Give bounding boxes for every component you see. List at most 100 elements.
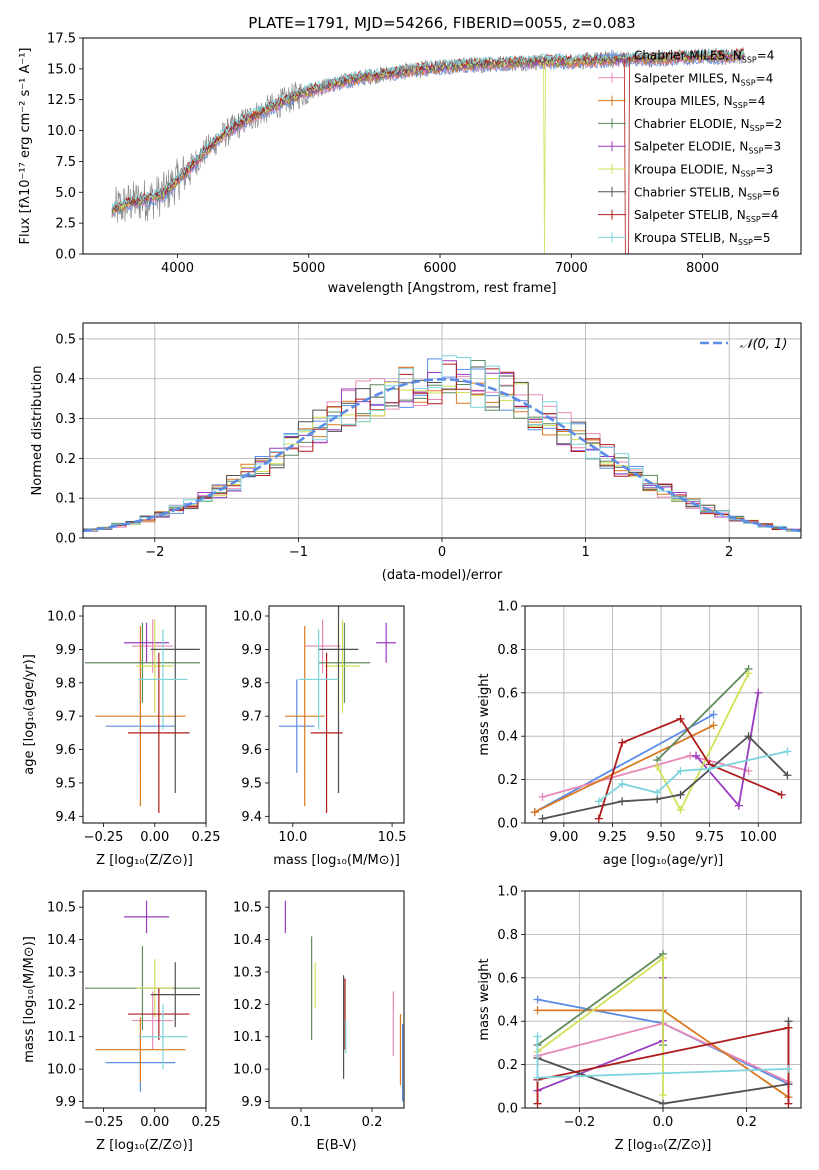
y-tick-label: 9.7 <box>55 710 76 725</box>
legend-label: Salpeter STELIB, NSSP=4 <box>634 208 778 224</box>
y-tick-label: 17.5 <box>47 32 76 47</box>
x-tick-label: −0.25 <box>84 830 124 845</box>
axes-frame <box>82 37 802 255</box>
legend-label: Chabrier MILES, NSSP=4 <box>634 49 774 65</box>
y-tick-label: 0.0 <box>55 248 76 263</box>
y-tick-label: 0.8 <box>497 643 518 658</box>
y-tick-label: 0.4 <box>497 1015 518 1030</box>
legend-label: Kroupa STELIB, NSSP=5 <box>634 231 771 247</box>
legend-label: Kroupa ELODIE, NSSP=3 <box>634 163 773 179</box>
plus-marker <box>533 1032 542 1041</box>
y-tick-label: 1.0 <box>497 600 518 615</box>
kroupa-miles-point <box>284 626 325 807</box>
axes-frame <box>524 605 802 824</box>
legend-label-text: Kroupa MILES, N <box>634 94 733 108</box>
y-tick-label: 10.2 <box>47 998 76 1013</box>
legend-label: Salpeter MILES, NSSP=4 <box>634 71 773 87</box>
plus-marker <box>784 1064 793 1073</box>
y-axis-label: Normed distribution <box>30 366 45 496</box>
salpeter-elodie-point <box>124 900 170 934</box>
kroupa-stelib-point <box>298 629 339 730</box>
y-tick-label: 9.4 <box>55 810 76 825</box>
legend-label-text: Salpeter MILES, N <box>634 71 741 85</box>
panel-7: 0.1 0.2 9.9 10.0 10.1 10.2 10.3 10.4 10.5 E(B-V) <box>233 890 405 1153</box>
chabrier-miles-point <box>278 679 315 773</box>
x-axis-label: Z [log₁₀(Z/Z⊙)] <box>96 1138 193 1153</box>
x-tick-label: 2 <box>725 545 733 560</box>
chabrier-stelib-series <box>538 732 792 823</box>
plot-area <box>111 47 745 254</box>
axes-frame <box>82 890 207 1109</box>
plus-marker <box>594 814 603 823</box>
plus-marker <box>744 766 753 775</box>
x-tick-label: 0.25 <box>192 1115 221 1130</box>
plus-marker <box>538 792 547 801</box>
x-tick-label: 0.2 <box>736 1115 757 1130</box>
x-tick-label: 9.00 <box>549 830 578 845</box>
y-tick-label: 10.0 <box>47 1063 76 1078</box>
plus-marker <box>744 732 753 741</box>
x-tick-label: 5000 <box>292 261 325 276</box>
kroupa-miles-series <box>530 721 718 817</box>
y-axis-label: mass weight <box>477 673 492 755</box>
x-tick-label: 10.5 <box>378 830 407 845</box>
x-axis-label: wavelength [Angstrom, rest frame] <box>328 281 557 296</box>
plus-marker <box>744 669 753 678</box>
plus-marker <box>659 1099 667 1108</box>
plus-marker <box>618 738 627 747</box>
y-tick-label: 0.2 <box>497 773 518 788</box>
y-tick-label: 9.9 <box>55 643 76 658</box>
x-axis-label: Z [log₁₀(Z/Z⊙)] <box>615 1138 712 1153</box>
y-tick-label: 1.0 <box>497 885 518 900</box>
y-tick-label: 10.1 <box>233 1030 262 1045</box>
y-tick-label: 9.9 <box>55 1095 76 1110</box>
y-tick-label: 9.9 <box>241 1095 262 1110</box>
kroupa-miles-point <box>95 626 186 807</box>
plus-marker <box>676 790 685 799</box>
axes-frame <box>82 605 207 824</box>
axes-frame <box>524 890 802 1109</box>
legend-label-text: Salpeter STELIB, N <box>634 208 746 222</box>
y-tick-label: 10.2 <box>233 998 262 1013</box>
y-tick-label: 10.5 <box>233 901 262 916</box>
kroupa-stelib-series <box>594 747 792 806</box>
legend-label: Chabrier ELODIE, NSSP=2 <box>634 117 782 133</box>
legend-label-sub: SSP <box>750 124 765 133</box>
y-tick-label: 0.2 <box>55 452 76 467</box>
kroupa-elodie-model-line <box>111 50 745 254</box>
y-tick-label: 2.5 <box>55 217 76 232</box>
series-line <box>542 734 789 820</box>
x-tick-label: 10.00 <box>740 830 777 845</box>
plus-marker <box>618 779 627 788</box>
plus-marker <box>676 805 685 814</box>
x-tick-label: 0.00 <box>140 1115 169 1130</box>
plus-marker <box>784 1023 793 1032</box>
legend-label-sub: SSP <box>741 170 756 179</box>
y-axis-label: Flux [fλ10⁻¹⁷ erg cm⁻² s⁻¹ A⁻¹] <box>18 48 33 245</box>
legend-label: 𝒩(0, 1) <box>740 337 787 352</box>
y-tick-label: 0.8 <box>497 928 518 943</box>
y-tick-label: 10.4 <box>233 933 262 948</box>
x-axis-label: E(B-V) <box>316 1138 356 1153</box>
x-tick-label: −0.25 <box>84 1115 124 1130</box>
legend-label-tail: =4 <box>748 94 766 108</box>
x-axis-label: age [log₁₀(age/yr)] <box>603 853 724 868</box>
x-tick-label: 9.75 <box>695 830 724 845</box>
panel-3: −0.25 0.00 0.25 9.4 9.5 9.6 9.7 9.8 9.9 10.0 Z [lo… <box>22 605 221 868</box>
y-tick-label: 0.4 <box>55 372 76 387</box>
x-tick-label: −2 <box>145 545 164 560</box>
x-tick-label: 6000 <box>423 261 456 276</box>
y-tick-label: 10.4 <box>47 933 76 948</box>
legend-label-sub: SSP <box>747 192 762 201</box>
x-tick-label: 0.25 <box>192 830 221 845</box>
legend-label-tail: =2 <box>765 117 783 131</box>
plus-marker <box>709 710 718 719</box>
legend-label-text: Salpeter ELODIE, N <box>634 140 748 154</box>
chabrier-stelib-point <box>318 606 359 793</box>
plot-area <box>284 900 404 1102</box>
series-line <box>534 724 714 813</box>
x-axis-label: mass [log₁₀(M/M⊙)] <box>273 853 400 868</box>
y-tick-label: 10.5 <box>47 901 76 916</box>
kroupa-stelib-series <box>533 1032 793 1082</box>
kroupa-stelib-point <box>138 629 188 730</box>
